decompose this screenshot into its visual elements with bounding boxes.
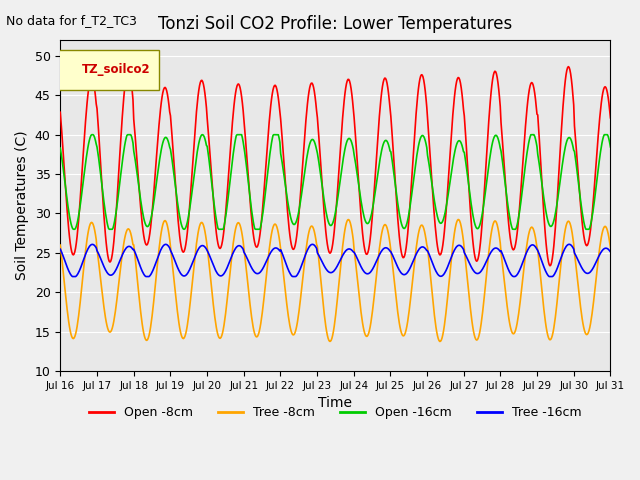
Legend: Open -8cm, Tree -8cm, Open -16cm, Tree -16cm: Open -8cm, Tree -8cm, Open -16cm, Tree -… [84, 401, 586, 424]
Y-axis label: Soil Temperatures (C): Soil Temperatures (C) [15, 131, 29, 280]
FancyBboxPatch shape [55, 50, 159, 90]
Text: No data for f_T2_TC3: No data for f_T2_TC3 [6, 14, 137, 27]
Title: Tonzi Soil CO2 Profile: Lower Temperatures: Tonzi Soil CO2 Profile: Lower Temperatur… [158, 15, 513, 33]
X-axis label: Time: Time [318, 396, 353, 410]
Text: TZ_soilco2: TZ_soilco2 [83, 63, 151, 76]
